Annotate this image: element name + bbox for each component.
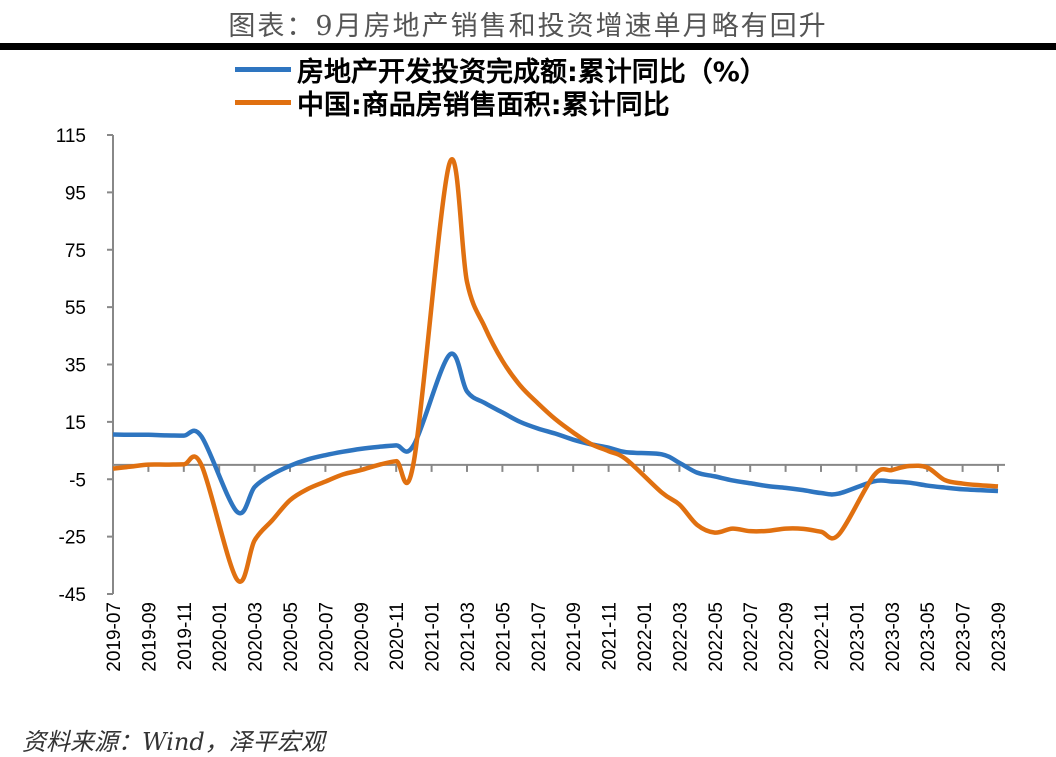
x-tick-label: 2022-01 [635, 602, 656, 672]
x-tick-label: 2021-03 [458, 602, 479, 672]
legend-label-investment: 房地产开发投资完成额:累计同比（%） [297, 56, 767, 88]
x-tick-label: 2022-09 [777, 602, 798, 672]
y-tick-label: -25 [59, 528, 86, 549]
y-tick-label: -45 [59, 585, 86, 606]
y-tick-label: 75 [65, 241, 86, 262]
x-tick-label: 2019-07 [104, 602, 125, 672]
x-tick-label: 2021-07 [529, 602, 550, 672]
x-tick-label: 2020-07 [316, 602, 337, 672]
x-tick-label: 2021-05 [493, 602, 514, 672]
chart-title: 图表：9月房地产销售和投资增速单月略有回升 [228, 11, 828, 42]
legend-item-sales: 中国:商品房销售面积:累计同比 [235, 86, 670, 121]
y-tick-label: 95 [65, 183, 86, 204]
title-divider [0, 43, 1056, 50]
x-tick-label: 2022-03 [670, 602, 691, 672]
x-tick-label: 2023-03 [883, 602, 904, 672]
x-tick-label: 2022-07 [741, 602, 762, 672]
legend-item-investment: 房地产开发投资完成额:累计同比（%） [235, 53, 767, 88]
legend-label-sales: 中国:商品房销售面积:累计同比 [297, 89, 670, 121]
source-note: 资料来源：Wind，泽平宏观 [22, 728, 325, 756]
y-tick-label: 115 [56, 126, 86, 147]
y-tick-label: 35 [65, 356, 86, 377]
x-tick-label: 2020-03 [246, 602, 267, 672]
x-tick-label: 2023-07 [954, 602, 975, 672]
y-tick-label: 55 [65, 298, 86, 319]
x-tick-label: 2020-09 [352, 602, 373, 672]
y-tick-label: -5 [69, 470, 86, 491]
series-line-investment [112, 351, 999, 516]
y-tick-label: 15 [65, 413, 86, 434]
x-tick-label: 2020-11 [387, 602, 408, 670]
series-line-sales [112, 157, 999, 584]
x-tick-label: 2023-01 [847, 602, 868, 672]
x-tick-label: 2020-01 [210, 602, 231, 672]
x-tick-label: 2020-05 [281, 602, 302, 672]
x-tick-label: 2021-11 [600, 602, 621, 670]
x-tick-label: 2019-09 [139, 602, 160, 672]
x-tick-label: 2019-11 [175, 602, 196, 670]
legend-swatch-investment [235, 66, 291, 72]
legend-swatch-sales [235, 99, 291, 105]
x-tick-label: 2023-09 [989, 602, 1010, 672]
line-chart: 115 95 75 55 35 15 -5 -25 -45 2019-07 2019-09 2019-… [56, 126, 1010, 672]
x-tick-label: 2021-01 [423, 602, 444, 672]
x-tick-label: 2022-11 [812, 602, 833, 670]
x-tick-label: 2022-05 [706, 602, 727, 672]
x-tick-label: 2023-05 [918, 602, 939, 672]
x-tick-label: 2021-09 [564, 602, 585, 672]
